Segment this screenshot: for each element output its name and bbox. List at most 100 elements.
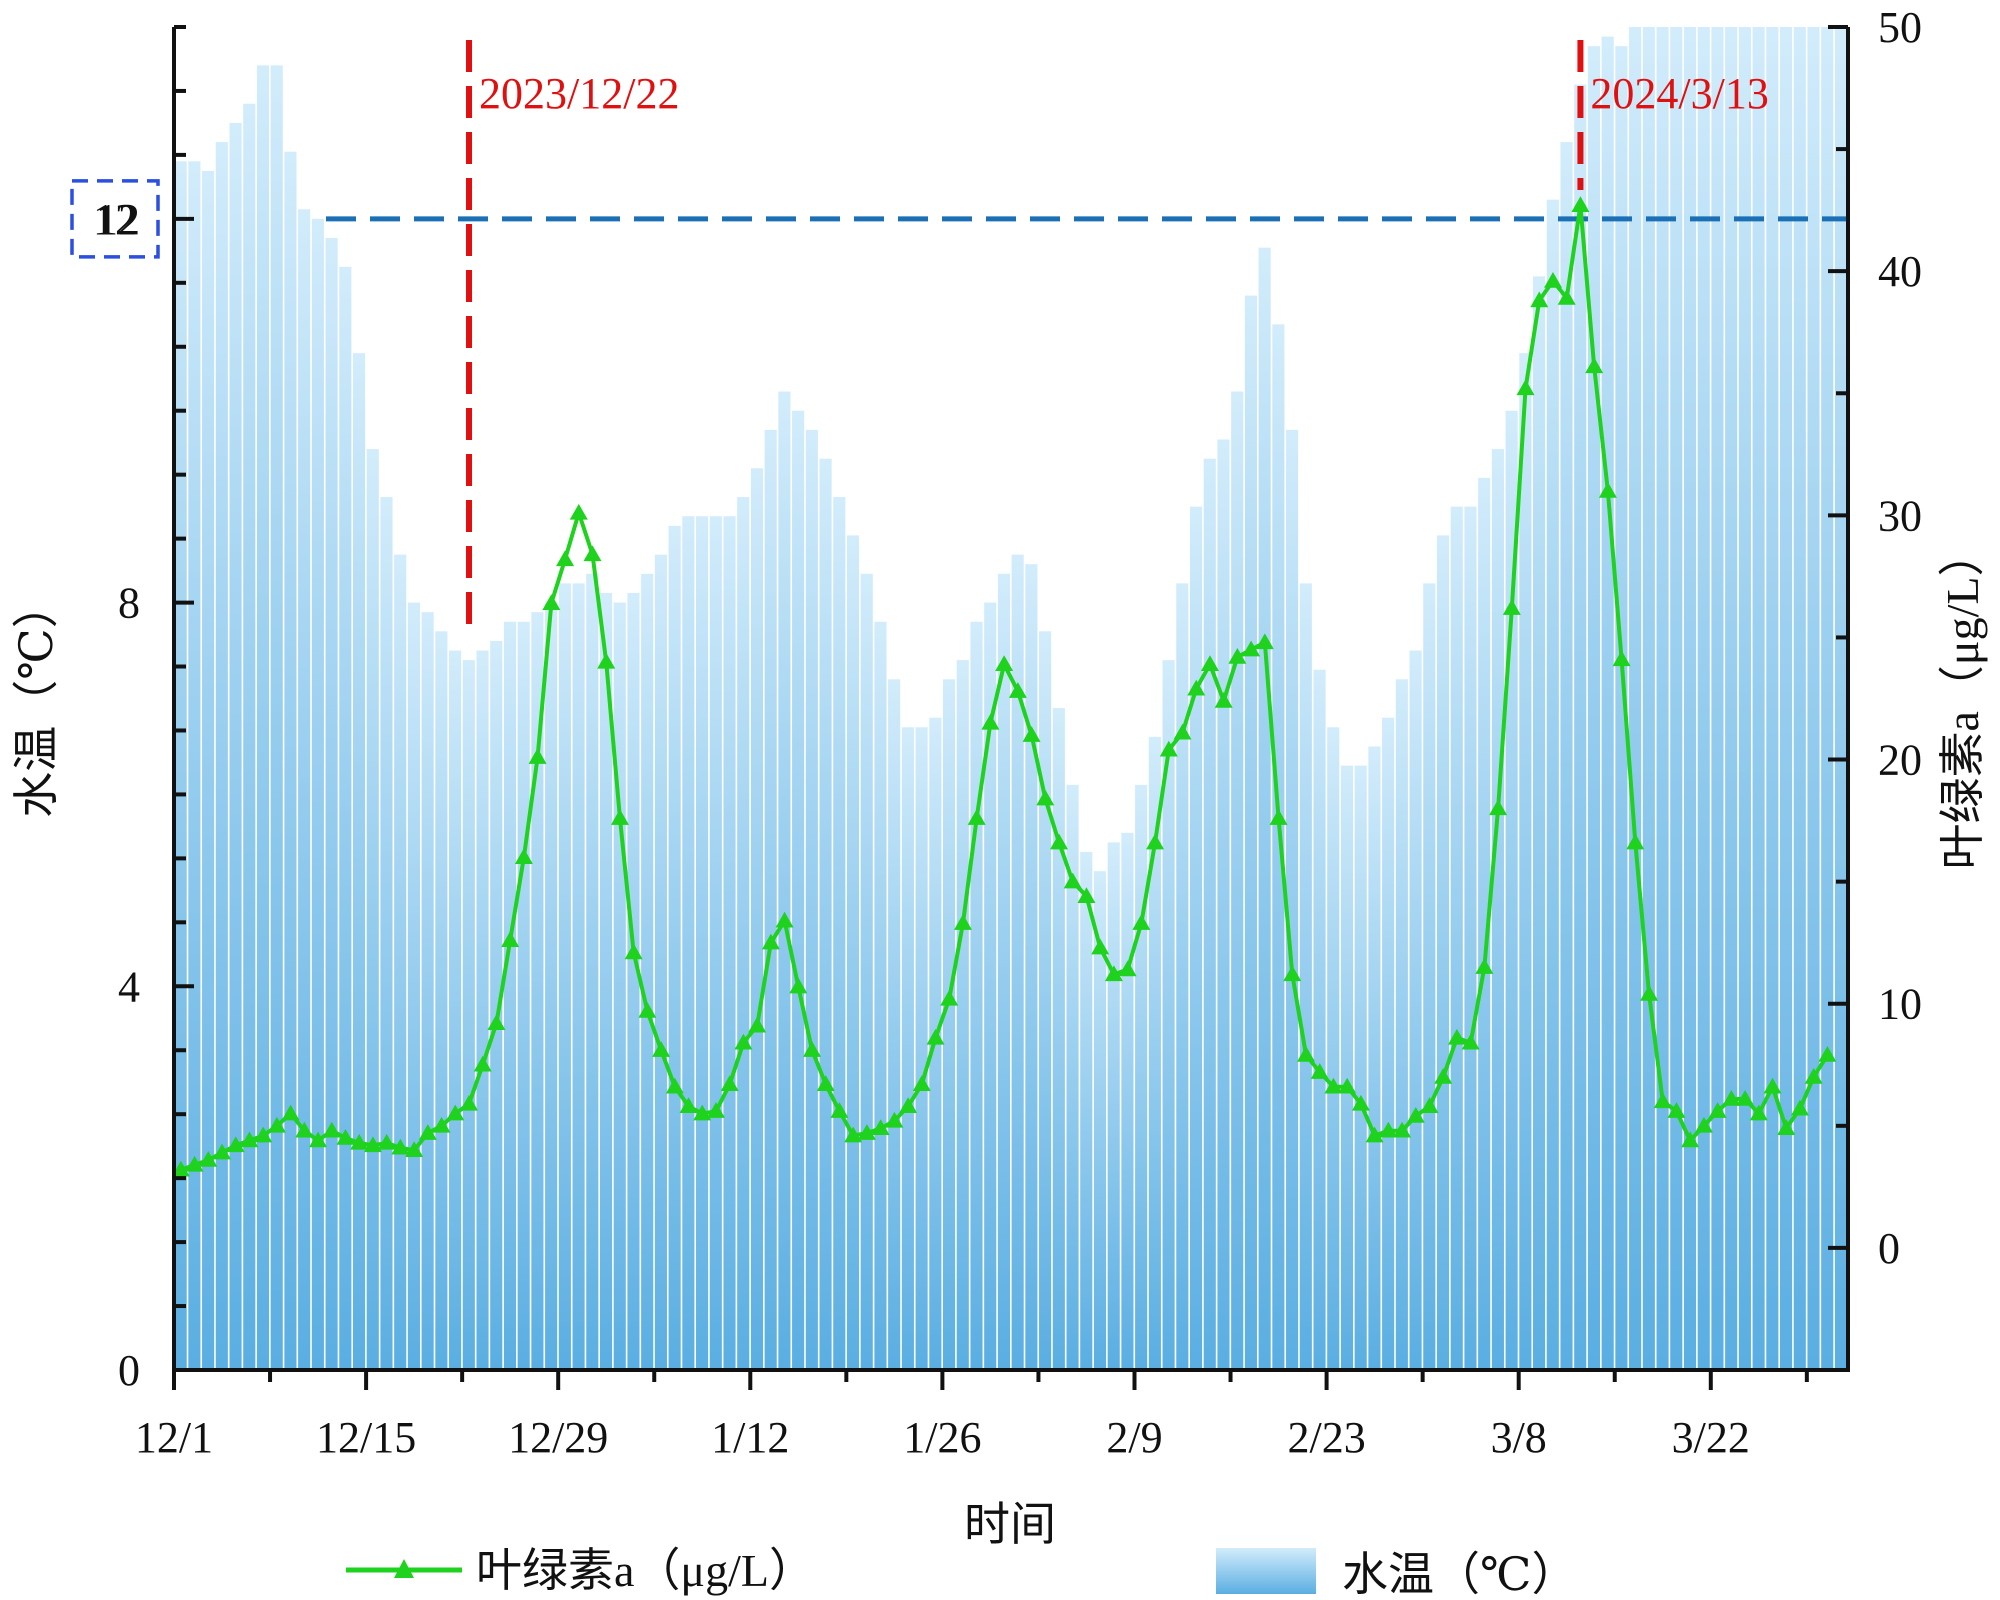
temperature-bar xyxy=(888,679,901,1370)
chlorophyll-point xyxy=(309,1131,328,1148)
chlorophyll-point xyxy=(171,1160,190,1177)
chlorophyll-point xyxy=(1338,1077,1357,1094)
temperature-bar xyxy=(1011,554,1024,1370)
chlorophyll-point xyxy=(267,1116,286,1133)
chlorophyll-point xyxy=(1475,958,1494,974)
right-tick-label: 10 xyxy=(1878,980,1922,1029)
right-tick-label: 20 xyxy=(1878,736,1922,785)
temperature-bar xyxy=(1670,27,1683,1370)
chlorophyll-point xyxy=(322,1121,341,1138)
temperature-bar xyxy=(449,650,462,1370)
annotation-label: 2023/12/22 xyxy=(479,69,679,118)
temperature-bar xyxy=(668,525,681,1370)
x-tick-label: 2/9 xyxy=(1106,1413,1162,1462)
temperature-bar xyxy=(874,621,887,1370)
x-tick-label: 12/15 xyxy=(316,1413,416,1462)
chlorophyll-point xyxy=(185,1155,204,1172)
chlorophyll-point xyxy=(1571,196,1590,212)
temperature-bar xyxy=(613,602,626,1370)
temperature-bar xyxy=(833,497,846,1370)
chlorophyll-point xyxy=(295,1121,314,1138)
chlorophyll-point xyxy=(1804,1067,1823,1084)
legend-label-temperature: 水温（℃） xyxy=(1342,1549,1577,1600)
temperature-bar xyxy=(531,612,544,1370)
temperature-bar xyxy=(1327,727,1340,1370)
legend-label-chlorophyll: 叶绿素a（μg/L） xyxy=(476,1545,815,1596)
temperature-bar xyxy=(1423,583,1436,1370)
chlorophyll-point xyxy=(1132,914,1151,930)
temperature-bar xyxy=(682,516,695,1370)
chlorophyll-point xyxy=(391,1138,410,1155)
chlorophyll-point xyxy=(377,1133,396,1150)
chlorophyll-point xyxy=(844,1126,863,1143)
chlorophyll-point xyxy=(748,1016,767,1033)
chlorophyll-point xyxy=(1585,357,1604,374)
temperature-bar xyxy=(750,468,764,1370)
chlorophyll-point xyxy=(1008,682,1027,698)
temperature-bar xyxy=(1766,27,1779,1370)
chlorophyll-point xyxy=(1365,1126,1384,1143)
temperature-bar xyxy=(1231,391,1244,1370)
temperature-bar xyxy=(1162,660,1175,1370)
chlorophyll-point xyxy=(926,1028,945,1045)
chlorophyll-point xyxy=(569,503,588,520)
chlorophyll-point xyxy=(1461,1033,1480,1050)
chlorophyll-point xyxy=(1777,1119,1796,1136)
temperature-bar xyxy=(1368,746,1381,1370)
temperature-bar xyxy=(1382,717,1395,1370)
temperature-bar xyxy=(1176,583,1189,1370)
temperature-bar xyxy=(1711,27,1724,1370)
chlorophyll-point xyxy=(199,1151,218,1167)
chlorophyll-point xyxy=(1310,1063,1329,1079)
temperature-bar xyxy=(1779,27,1793,1370)
chlorophyll-point xyxy=(912,1075,931,1092)
temperature-bar xyxy=(284,151,297,1371)
x-tick-label: 12/1 xyxy=(135,1413,213,1462)
temperature-bar xyxy=(215,142,228,1371)
temperature-bar xyxy=(339,266,352,1370)
chlorophyll-point xyxy=(940,989,959,1006)
chlorophyll-point xyxy=(1393,1121,1412,1138)
date-annotations: 2023/12/22 2024/3/13 xyxy=(466,40,1769,630)
temperature-bar xyxy=(984,602,997,1370)
temperature-bar xyxy=(1436,535,1450,1370)
temperature-bar xyxy=(1203,458,1216,1370)
chlorophyll-point xyxy=(1255,633,1274,650)
x-axis-title: 时间 xyxy=(964,1499,1056,1550)
temperature-bar xyxy=(1039,631,1052,1370)
x-tick-label: 1/12 xyxy=(711,1413,789,1462)
chlorophyll-point xyxy=(432,1116,451,1133)
chlorophyll-point xyxy=(1324,1077,1343,1094)
temperature-bar xyxy=(1286,429,1299,1370)
chlorophyll-point xyxy=(1694,1116,1713,1133)
chlorophyll-point xyxy=(1598,481,1617,498)
temperature-bar xyxy=(764,429,777,1370)
right-tick-label: 40 xyxy=(1878,247,1922,296)
chlorophyll-point xyxy=(624,943,643,960)
temperature-bar xyxy=(202,170,215,1370)
temperature-bar xyxy=(1395,679,1408,1370)
temperature-bar xyxy=(256,65,270,1371)
temperature-bar xyxy=(1107,842,1120,1370)
chlorophyll-point xyxy=(679,1097,698,1114)
left-axis-title: 水温（℃） xyxy=(11,582,62,817)
chlorophyll-point xyxy=(995,655,1014,672)
chlorophyll-point xyxy=(1146,833,1165,850)
chlorophyll-point xyxy=(610,809,629,825)
temperature-bar xyxy=(1601,36,1614,1371)
temperature-bar xyxy=(942,679,956,1370)
temperature-bar xyxy=(1148,736,1161,1370)
temperature-bar xyxy=(243,103,256,1371)
temperature-bar xyxy=(737,497,750,1370)
chlorophyll-point xyxy=(1722,1089,1741,1106)
chlorophyll-point xyxy=(1159,740,1178,757)
temperature-bar xyxy=(1340,765,1354,1370)
temperature-bar xyxy=(188,161,201,1370)
chlorophyll-point xyxy=(1653,1092,1672,1109)
chlorophyll-point xyxy=(775,911,794,928)
temperature-bar xyxy=(1121,832,1134,1370)
temperature-bar xyxy=(1066,784,1079,1370)
chlorophyll-line-group xyxy=(171,196,1837,1177)
temperature-bar xyxy=(1642,27,1655,1370)
axes: 0 4 8 12 0 10 20 30 40 50 12/1 12/15 12/29 1/12 1/26 2/… xyxy=(11,3,1988,1550)
